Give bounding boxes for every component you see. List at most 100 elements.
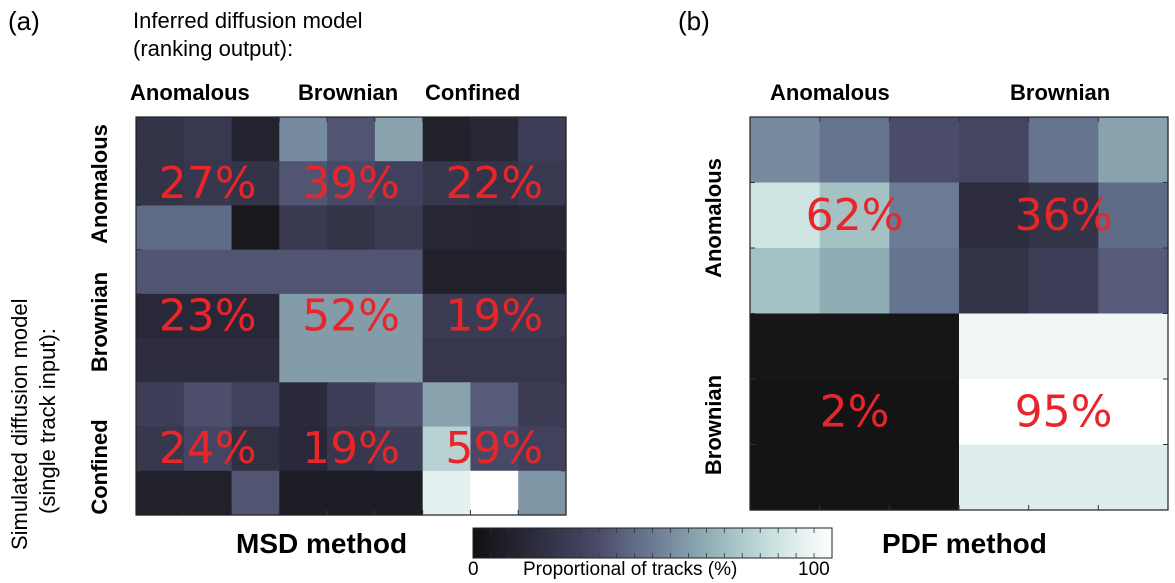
- msd-cell: [183, 117, 233, 162]
- msd-cell: [518, 117, 567, 162]
- msd-cell: [374, 293, 424, 339]
- pdf-value-label: 62%: [806, 190, 904, 241]
- pdf-cell: [889, 379, 960, 446]
- msd-col-label-anomalous: Anomalous: [130, 80, 250, 105]
- msd-cell: [279, 161, 328, 207]
- msd-cell: [231, 249, 280, 295]
- msd-cell: [470, 470, 519, 516]
- pdf-heatmap: 62% 36% 2% 95%: [749, 116, 1169, 511]
- msd-cell: [374, 426, 424, 472]
- msd-cell: [470, 117, 519, 162]
- pdf-cell: [819, 182, 890, 249]
- msd-cell: [231, 470, 280, 516]
- msd-cell: [279, 249, 328, 295]
- msd-value-label: 19%: [302, 423, 400, 474]
- pdf-cell: [750, 182, 821, 249]
- msd-cell: [518, 293, 567, 339]
- msd-value-label: 27%: [159, 158, 257, 209]
- msd-cell: [279, 426, 328, 472]
- colorbar-min-label: 0: [468, 559, 479, 580]
- msd-cell: [183, 293, 233, 339]
- msd-cell: [136, 338, 185, 383]
- msd-cell: [183, 338, 233, 383]
- pdf-method-title: PDF method: [882, 528, 1047, 559]
- pdf-cell: [819, 379, 890, 446]
- msd-cell: [136, 117, 185, 162]
- msd-cell: [374, 161, 424, 207]
- pdf-cell: [1028, 444, 1099, 511]
- msd-cell: [183, 426, 233, 472]
- panel-b-label: (b): [678, 6, 710, 36]
- pdf-cell: [750, 379, 821, 446]
- msd-cell: [470, 249, 519, 295]
- msd-cell: [183, 205, 233, 251]
- msd-cell: [374, 117, 424, 162]
- pdf-cell: [1098, 379, 1169, 446]
- msd-cell: [422, 205, 472, 251]
- pdf-value-label: 36%: [1015, 190, 1113, 241]
- inferred-title-line2: (ranking output):: [133, 36, 294, 61]
- msd-cell: [231, 338, 280, 383]
- msd-heatmap: 27% 39% 22% 23% 52% 19% 24% 19% 59%: [135, 116, 567, 516]
- pdf-cell: [750, 248, 821, 315]
- inferred-title-line1: Inferred diffusion model: [133, 8, 363, 33]
- msd-cell: [231, 382, 280, 428]
- msd-cell: [422, 117, 472, 162]
- pdf-value-label: 2%: [820, 386, 890, 437]
- msd-cell: [518, 205, 567, 251]
- msd-cell: [327, 161, 376, 207]
- pdf-cell: [1098, 117, 1169, 184]
- msd-cell: [279, 382, 328, 428]
- pdf-cell: [819, 117, 890, 184]
- pdf-cell: [1098, 444, 1169, 511]
- pdf-cell: [1028, 379, 1099, 446]
- msd-cell: [518, 161, 567, 207]
- pdf-cell: [750, 444, 821, 511]
- msd-cell: [422, 293, 472, 339]
- msd-cell: [136, 382, 185, 428]
- msd-col-label-confined: Confined: [425, 80, 521, 105]
- pdf-cell: [959, 444, 1030, 511]
- pdf-cell: [1098, 313, 1169, 380]
- msd-cell: [231, 117, 280, 162]
- colorbar-axis-label: Proportional of tracks (%): [523, 559, 738, 580]
- msd-cell: [231, 161, 280, 207]
- msd-cell: [470, 293, 519, 339]
- pdf-cell: [889, 117, 960, 184]
- pdf-cell: [750, 117, 821, 184]
- pdf-cell: [889, 248, 960, 315]
- msd-cell: [518, 426, 567, 472]
- msd-cell: [327, 426, 376, 472]
- msd-cell: [518, 249, 567, 295]
- msd-cell: [279, 117, 328, 162]
- pdf-cell: [959, 248, 1030, 315]
- panel-a-label: (a): [8, 6, 40, 36]
- pdf-cell: [1028, 313, 1099, 380]
- colorbar: [472, 527, 833, 559]
- msd-cell: [470, 161, 519, 207]
- msd-cell: [518, 382, 567, 428]
- pdf-cell: [889, 182, 960, 249]
- pdf-cell: [750, 313, 821, 380]
- msd-cell: [374, 470, 424, 516]
- pdf-cell: [959, 117, 1030, 184]
- msd-cell: [231, 293, 280, 339]
- msd-cell: [327, 470, 376, 516]
- msd-cell: [422, 161, 472, 207]
- msd-value-label: 39%: [302, 158, 400, 209]
- msd-method-title: MSD method: [236, 528, 408, 559]
- msd-cell: [327, 117, 376, 162]
- msd-value-label: 24%: [159, 423, 257, 474]
- msd-cell: [470, 205, 519, 251]
- msd-cell: [183, 470, 233, 516]
- msd-value-label: 52%: [302, 291, 400, 342]
- msd-cell: [279, 205, 328, 251]
- msd-cell: [279, 470, 328, 516]
- pdf-cell: [959, 182, 1030, 249]
- msd-frame: [135, 116, 567, 516]
- pdf-cell: [819, 444, 890, 511]
- pdf-col-label-anomalous: Anomalous: [770, 80, 890, 105]
- msd-cell: [327, 249, 376, 295]
- pdf-cell: [1028, 182, 1099, 249]
